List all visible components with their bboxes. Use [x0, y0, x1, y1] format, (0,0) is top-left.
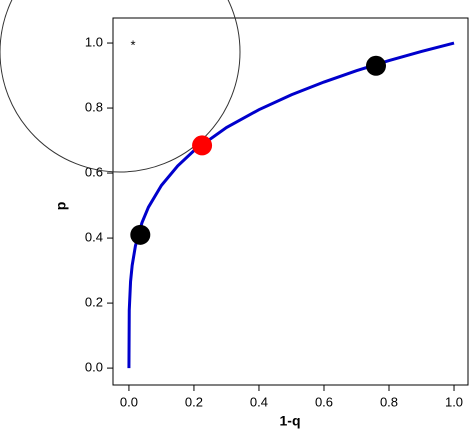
annotation-circle	[0, 0, 241, 173]
x-axis-title: 1-q	[280, 413, 301, 429]
point	[192, 135, 213, 156]
y-tick-label: 0.4	[85, 230, 103, 245]
point	[365, 55, 386, 76]
x-tick-label: 0.8	[380, 394, 398, 409]
plot-frame	[112, 17, 469, 386]
y-tick-label: 0.6	[85, 164, 103, 179]
x-tick-label: 0.0	[120, 394, 138, 409]
y-axis-title: p	[53, 202, 69, 211]
curve	[127, 41, 455, 369]
annotation: *	[130, 37, 135, 52]
x-tick-label: 0.2	[185, 394, 203, 409]
x-tick-label: 1.0	[445, 394, 463, 409]
point	[130, 224, 151, 245]
x-tick-label: 0.6	[315, 394, 333, 409]
y-tick-label: 0.0	[85, 360, 103, 375]
y-tick-label: 1.0	[85, 34, 103, 49]
y-tick-label: 0.8	[85, 99, 103, 114]
y-tick-label: 0.2	[85, 295, 103, 310]
x-tick-label: 0.4	[250, 394, 268, 409]
